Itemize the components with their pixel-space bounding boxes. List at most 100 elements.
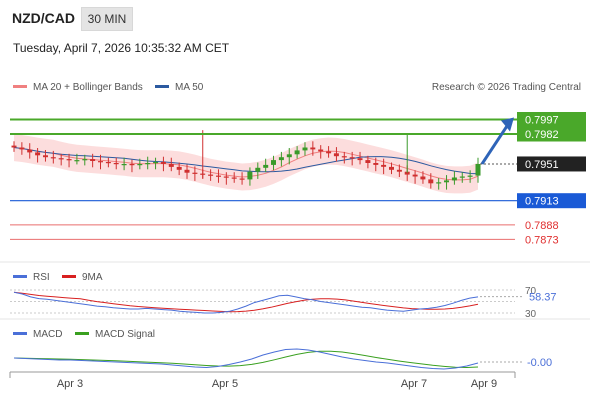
- resistance-label-box: [517, 112, 586, 127]
- resistance-label: 0.7982: [525, 129, 559, 141]
- projection-arrow: [480, 117, 514, 165]
- candle-body: [145, 163, 151, 165]
- candle-body: [365, 160, 371, 163]
- legend-swatch-ma50: [155, 85, 169, 88]
- legend-swatch-rsi: [13, 275, 27, 278]
- candle-body: [105, 162, 111, 164]
- candle: [389, 162, 394, 175]
- candle: [129, 159, 135, 173]
- x-tick-label: Apr 7: [401, 378, 427, 390]
- candle: [326, 146, 332, 158]
- candle-body: [349, 157, 355, 159]
- macd-pane: -0.00: [13, 348, 552, 370]
- candle-body: [58, 158, 64, 160]
- candle-body: [451, 177, 457, 181]
- ma50-line: [13, 147, 479, 175]
- timestamp: Tuesday, April 7, 2026 10:35:32 AM CET: [13, 41, 230, 55]
- candle: [318, 145, 324, 159]
- candle-body: [396, 169, 402, 172]
- candle: [436, 178, 442, 190]
- candle: [153, 157, 159, 170]
- candle-body: [302, 147, 308, 151]
- x-axis: Apr 3 Apr 5 Apr 7 Apr 9: [9, 371, 516, 390]
- candle: [27, 143, 33, 159]
- candle-body: [357, 158, 363, 161]
- candle: [231, 172, 237, 183]
- candle: [74, 153, 80, 165]
- candle: [444, 175, 449, 190]
- price-legend: MA 20 + Bollinger Bands MA 50 Research ©…: [13, 82, 581, 93]
- candle: [373, 157, 379, 172]
- candle: [294, 146, 300, 159]
- candle-body: [428, 179, 434, 184]
- candle: [459, 172, 465, 183]
- candle: [184, 164, 190, 179]
- candle-body: [389, 166, 394, 170]
- legend-swatch-macd-signal: [75, 332, 89, 335]
- timeframe-button[interactable]: 30 MIN: [81, 7, 133, 31]
- candle-body: [341, 156, 347, 158]
- candle-body: [459, 176, 465, 178]
- rsi-line: [13, 291, 479, 314]
- legend-swatch-ma20: [13, 85, 27, 88]
- candle-body: [231, 177, 237, 179]
- legend-swatch-rsi-ma: [62, 275, 76, 278]
- candle-body: [420, 176, 426, 180]
- candle: [216, 169, 221, 183]
- candle-body: [74, 160, 80, 162]
- candle-body: [113, 163, 119, 165]
- legend-label-rsi: RSI: [33, 272, 50, 283]
- candle: [381, 158, 387, 175]
- candle-body: [176, 166, 182, 170]
- candle-body: [137, 164, 143, 166]
- projection-arrow-head: [501, 117, 514, 132]
- candle-body: [184, 169, 190, 173]
- candle: [19, 142, 25, 155]
- candle-body: [160, 162, 166, 164]
- candle-body: [318, 149, 324, 152]
- macd-legend: MACD MACD Signal: [13, 329, 155, 340]
- candle-body: [223, 176, 229, 178]
- candle-body: [129, 164, 135, 166]
- candle: [90, 153, 96, 168]
- macd-current-value: -0.00: [527, 357, 552, 369]
- candle-body: [50, 157, 56, 159]
- pivot-label: 0.7913: [525, 196, 559, 208]
- current-price-box: [517, 156, 586, 172]
- candle-body: [436, 182, 442, 184]
- x-tick-label: Apr 9: [471, 378, 497, 390]
- candle: [145, 156, 151, 170]
- candle: [263, 158, 269, 173]
- candle: [341, 151, 347, 164]
- candle-body: [326, 151, 332, 154]
- rsi-ma-line: [13, 291, 479, 313]
- candle-body: [444, 180, 449, 183]
- resistance-label-box: [517, 126, 586, 142]
- candle-body: [294, 150, 300, 155]
- candle: [271, 155, 276, 171]
- bollinger-band: [14, 134, 478, 194]
- x-tick-label: Apr 5: [212, 378, 238, 390]
- rsi-legend: RSI 9MA: [13, 272, 103, 283]
- candle-body: [373, 163, 379, 165]
- price-level-resistance: 0.7997: [10, 112, 586, 127]
- candle-body: [153, 162, 159, 164]
- candle-body: [168, 164, 174, 167]
- x-tick-label: Apr 3: [57, 378, 83, 390]
- legend-label-macd: MACD: [33, 329, 62, 340]
- candle: [428, 173, 434, 189]
- candle-body: [310, 147, 316, 150]
- rsi-current-value: 58.37: [529, 292, 557, 304]
- legend-label-rsi-ma: 9MA: [82, 272, 103, 283]
- candle: [98, 154, 103, 170]
- candle: [160, 156, 166, 172]
- price-pane: 0.7997 0.7982 0.7951 0.7913 0.7888 0.7873: [10, 112, 586, 246]
- candle-body: [90, 159, 96, 161]
- candle-body: [255, 167, 261, 172]
- candle: [58, 153, 64, 166]
- rsi-tick-30: 30: [525, 309, 537, 320]
- legend-swatch-macd: [13, 332, 27, 335]
- credit-text: Research © 2026 Trading Central: [432, 82, 581, 93]
- legend-label-ma20: MA 20 + Bollinger Bands: [33, 82, 143, 93]
